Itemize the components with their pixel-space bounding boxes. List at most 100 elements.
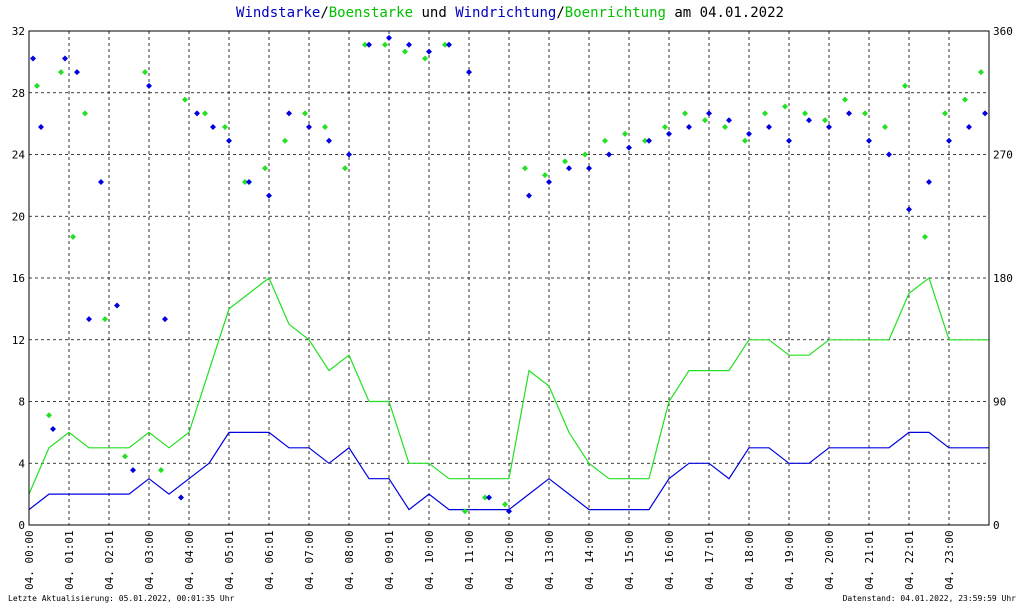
right-tick-0: 0 <box>993 519 1000 532</box>
gust-dir-point-4 <box>82 110 88 117</box>
wind-dir-point-25 <box>446 41 452 48</box>
wind-dir-point-20 <box>346 151 352 158</box>
gust-dir-point-47 <box>942 110 948 117</box>
wind-dir-point-8 <box>130 467 136 474</box>
gust-dir-point-20 <box>402 48 408 55</box>
x-tick-14: 04. 14:00 <box>583 530 596 590</box>
grid <box>29 31 989 525</box>
gust-dir-point-31 <box>622 130 628 137</box>
left-tick-2: 8 <box>18 396 25 409</box>
left-tick-8: 32 <box>12 25 25 38</box>
gust-dir-point-30 <box>602 137 608 144</box>
wind-dir-point-50 <box>946 137 952 144</box>
gust-dir-point-45 <box>902 82 908 89</box>
wind-dir-point-15 <box>246 178 252 185</box>
left-tick-1: 4 <box>18 457 25 470</box>
x-tick-11: 04. 11:00 <box>463 530 476 590</box>
x-tick-22: 04. 22:01 <box>903 530 916 590</box>
title-und: und <box>413 5 455 21</box>
wind-dir-point-34 <box>626 144 632 151</box>
wind-dir-point-47 <box>886 151 892 158</box>
wind-dir-point-19 <box>326 137 332 144</box>
gust-dir-point-28 <box>562 158 568 165</box>
wind-dir-point-51 <box>966 124 972 131</box>
gust-dir-point-3 <box>70 233 76 240</box>
x-tick-16: 04. 16:00 <box>663 530 676 590</box>
gust-dir-point-7 <box>142 69 148 76</box>
x-tick-0: 04. 00:00 <box>23 530 36 590</box>
gust-dir-point-42 <box>842 96 848 103</box>
gust-dir-point-9 <box>182 96 188 103</box>
right-tick-4: 360 <box>993 25 1013 38</box>
x-tick-21: 04. 21:01 <box>863 530 876 590</box>
wind-dir-point-13 <box>210 124 216 131</box>
gust-dir-point-19 <box>382 41 388 48</box>
right-axis: 0 90 180 270 360 <box>993 25 1013 532</box>
wind-dir-point-0 <box>30 55 36 62</box>
gust-dir-point-2 <box>58 69 64 76</box>
gust-dir-point-32 <box>642 137 648 144</box>
x-tick-23: 04. 23:00 <box>943 530 956 590</box>
gust-dir-point-14 <box>282 137 288 144</box>
title-windrichtung: Windrichtung <box>455 5 556 21</box>
gust-dir-point-25 <box>502 501 508 508</box>
title-boenstarke: Boenstarke <box>329 5 413 21</box>
wind-dir-point-52 <box>982 110 988 117</box>
x-tick-8: 04. 08:00 <box>343 530 356 590</box>
wind-dir-point-31 <box>566 165 572 172</box>
wind-dir-point-27 <box>486 494 492 501</box>
x-tick-9: 04. 09:01 <box>383 530 396 590</box>
title-sep1: / <box>320 5 328 21</box>
gust-dir-point-10 <box>202 110 208 117</box>
title-sep2: / <box>556 5 564 21</box>
gust-dir-point-41 <box>822 117 828 124</box>
wind-dir-point-40 <box>746 130 752 137</box>
gust-dir-point-16 <box>322 124 328 131</box>
wind-dir-point-7 <box>114 302 120 309</box>
wind-dir-point-30 <box>546 178 552 185</box>
wind-dir-point-44 <box>826 124 832 131</box>
wind-dir-point-45 <box>846 110 852 117</box>
gust-dir-point-49 <box>978 69 984 76</box>
gust-dir-point-12 <box>242 178 248 185</box>
x-tick-20: 04. 20:00 <box>823 530 836 590</box>
wind-dir-point-22 <box>386 34 392 41</box>
wind-dir-point-3 <box>62 55 68 62</box>
gust-dir-point-33 <box>662 124 668 131</box>
x-axis: 04. 00:00 04. 01:01 04. 02:01 04. 03:00 04. … <box>23 530 956 590</box>
x-tick-17: 04. 17:01 <box>703 530 716 590</box>
wind-dir-point-48 <box>906 206 912 213</box>
left-axis: 0 4 8 12 16 20 24 28 32 <box>12 25 26 532</box>
left-tick-6: 24 <box>12 149 26 162</box>
gust-dir-point-34 <box>682 110 688 117</box>
wind-dir-point-4 <box>74 69 80 76</box>
gust-dir-point-1 <box>46 412 52 419</box>
wind-dir-point-46 <box>866 137 872 144</box>
x-tick-18: 04. 18:00 <box>743 530 756 590</box>
wind-dir-point-5 <box>86 316 92 323</box>
wind-dir-point-49 <box>926 178 932 185</box>
gust-dir-point-40 <box>802 110 808 117</box>
gust-speed-line <box>28 277 989 495</box>
x-tick-3: 04. 03:00 <box>143 530 156 590</box>
wind-dir-point-36 <box>666 130 672 137</box>
x-tick-12: 04. 12:00 <box>503 530 516 590</box>
wind-dir-point-38 <box>706 110 712 117</box>
gust-dir-point-36 <box>722 124 728 131</box>
left-tick-0: 0 <box>18 519 25 532</box>
gust-dir-point-8 <box>158 467 164 474</box>
wind-dir-point-26 <box>466 69 472 76</box>
gust-dir-point-39 <box>782 103 788 110</box>
wind-dir-point-2 <box>50 425 56 432</box>
right-tick-2: 180 <box>993 272 1013 285</box>
gust-dir-point-6 <box>122 453 128 460</box>
wind-dir-point-11 <box>178 494 184 501</box>
x-tick-15: 04. 15:00 <box>623 530 636 590</box>
gust-dir-point-46 <box>922 233 928 240</box>
wind-dir-point-6 <box>98 178 104 185</box>
wind-dir-point-39 <box>726 117 732 124</box>
gust-dir-point-35 <box>702 117 708 124</box>
wind-dir-point-10 <box>162 316 168 323</box>
x-tick-7: 04. 07:00 <box>303 530 316 590</box>
